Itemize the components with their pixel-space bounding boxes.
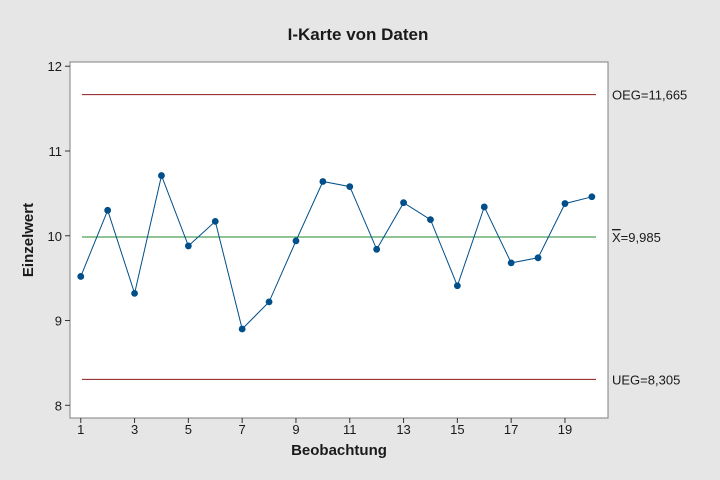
x-axis: 1 3 5 7 9 11 13 15 17 19 — [77, 418, 572, 437]
data-point — [158, 172, 165, 179]
y-axis-label: Einzelwert — [20, 203, 37, 277]
x-tick-label: 7 — [239, 422, 246, 437]
data-point — [453, 282, 461, 290]
x-tick-label: 1 — [77, 422, 84, 437]
xbar-value: =9,985 — [621, 230, 661, 245]
x-tick-label: 9 — [292, 422, 299, 437]
data-point — [292, 237, 300, 245]
data-point — [427, 216, 434, 224]
series-line — [80, 173, 593, 330]
y-tick-label: 8 — [55, 398, 62, 413]
reference-label-ucl: OEG=11,665 — [612, 88, 687, 103]
reference-label-center: X=9,985 — [612, 230, 661, 245]
data-point — [588, 193, 596, 201]
reference-labels: OEG=11,665 X=9,985 UEG=8,305 — [612, 88, 687, 388]
y-tick-label: 9 — [55, 314, 62, 329]
data-point — [104, 206, 112, 214]
y-tick-label: 10 — [48, 229, 62, 244]
data-point — [507, 259, 515, 267]
data-series — [77, 172, 596, 333]
x-tick-label: 5 — [185, 422, 192, 437]
x-tick-label: 13 — [396, 422, 410, 437]
reference-lines — [82, 94, 596, 380]
data-point — [480, 203, 488, 211]
x-tick-label: 19 — [558, 422, 572, 437]
data-point — [346, 183, 354, 191]
data-point — [265, 298, 273, 306]
x-axis-label: Beobachtung — [291, 442, 387, 459]
chart-title: I-Karte von Daten — [288, 25, 429, 44]
data-point — [211, 217, 219, 225]
data-point — [77, 273, 85, 280]
data-point — [400, 199, 407, 207]
plot-area — [69, 61, 609, 419]
data-point — [373, 245, 381, 253]
x-tick-label: 11 — [343, 422, 357, 437]
xbar-symbol: X — [612, 230, 621, 245]
y-axis: 8 9 10 11 12 — [48, 59, 70, 413]
x-tick-label: 15 — [450, 422, 464, 437]
x-tick-label: 3 — [131, 422, 138, 437]
data-point — [319, 178, 327, 185]
reference-label-lcl: UEG=8,305 — [612, 372, 680, 387]
data-point — [131, 290, 138, 297]
data-point — [238, 325, 246, 333]
y-tick-label: 12 — [48, 59, 62, 74]
x-tick-label: 17 — [504, 422, 518, 437]
data-point — [534, 254, 542, 262]
data-point — [184, 242, 192, 250]
y-tick-label: 11 — [49, 144, 63, 159]
data-point — [561, 200, 569, 207]
